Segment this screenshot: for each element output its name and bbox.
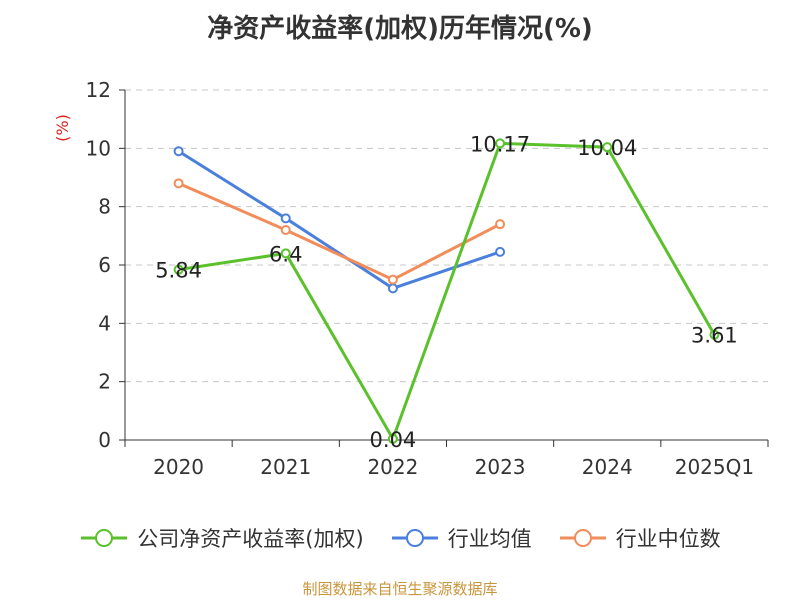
legend-marker-icon <box>81 529 128 547</box>
axes: 0 2 4 6 8 10 12 (%) 2020 2021 2022 2023 2024 2025Q1 <box>53 78 769 479</box>
y-axis-label: (%) <box>53 114 72 142</box>
legend-label: 行业中位数 <box>615 527 721 551</box>
x-tick-label: 2023 <box>475 455 526 479</box>
data-source-note: 制图数据来自恒生聚源数据库 <box>302 580 498 598</box>
data-point <box>495 246 506 257</box>
y-tick-label: 10 <box>86 136 111 160</box>
data-label: 6.4 <box>269 242 302 266</box>
data-label: 5.84 <box>155 259 202 283</box>
y-tick-label: 0 <box>98 428 111 452</box>
data-point <box>387 274 398 285</box>
data-point <box>709 329 720 340</box>
data-label: 3.61 <box>691 324 738 348</box>
legend-label: 行业均值 <box>447 527 532 551</box>
legend-item-industry-mean[interactable]: 行业均值 <box>390 523 532 553</box>
legend-marker-icon <box>559 529 606 547</box>
data-point <box>387 283 398 294</box>
data-point <box>387 433 398 444</box>
data-point <box>280 248 291 259</box>
x-tick-label: 2022 <box>367 455 418 479</box>
y-tick-label: 6 <box>98 253 111 277</box>
x-tick-label: 2024 <box>582 455 633 479</box>
legend-item-company-roe[interactable]: 公司净资产收益率(加权) <box>79 523 364 553</box>
chart-title: 净资产收益率(加权)历年情况(%) <box>207 14 593 44</box>
y-tick-label: 8 <box>98 195 111 219</box>
data-point <box>602 142 613 153</box>
data-labels: 5.84 6.4 0.04 10.17 10.04 3.61 <box>155 132 738 451</box>
x-tick-label: 2020 <box>153 455 204 479</box>
y-tick-label: 2 <box>98 370 111 394</box>
grid-lines <box>125 89 768 383</box>
data-label: 10.17 <box>470 132 530 156</box>
data-point <box>280 213 291 224</box>
x-tick-label: 2025Q1 <box>675 455 754 479</box>
series-line <box>178 141 716 441</box>
x-tick-label: 2021 <box>260 455 311 479</box>
legend: 公司净资产收益率(加权) 行业均值 行业中位数 <box>0 518 800 558</box>
legend-label: 公司净资产收益率(加权) <box>137 527 364 551</box>
legend-item-industry-median[interactable]: 行业中位数 <box>558 523 721 553</box>
data-point <box>495 219 506 230</box>
series-line <box>177 181 501 282</box>
data-point <box>173 178 184 189</box>
y-tick-label: 4 <box>98 311 111 335</box>
series-lines <box>173 138 720 444</box>
data-label: 0.04 <box>370 428 417 452</box>
data-point <box>173 146 184 157</box>
data-point <box>495 138 506 149</box>
data-point <box>173 264 184 275</box>
data-point <box>280 225 291 235</box>
series-line <box>177 149 501 290</box>
y-tick-label: 12 <box>86 78 111 102</box>
legend-marker-icon <box>391 529 438 547</box>
data-label: 10.04 <box>577 136 637 160</box>
